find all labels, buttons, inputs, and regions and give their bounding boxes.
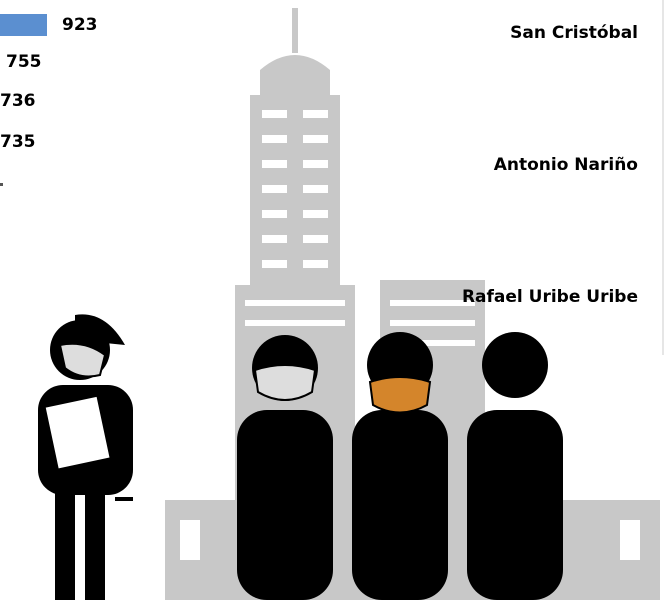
- district-label: San Cristóbal: [510, 23, 638, 43]
- bar: [0, 14, 47, 36]
- bar-stub: [0, 183, 3, 186]
- value-label: 735: [0, 132, 36, 152]
- infographic: 923 755 736 735 San Cristóbal Antonio Na…: [0, 0, 664, 600]
- value-label: 923: [62, 15, 98, 35]
- district-label: Rafael Uribe Uribe: [462, 287, 638, 307]
- value-label: 736: [0, 91, 36, 111]
- people: [38, 314, 563, 600]
- value-label: 755: [6, 52, 42, 72]
- district-label: Antonio Nariño: [494, 155, 638, 175]
- page: 923 755 736 735 San Cristóbal Antonio Na…: [0, 0, 664, 600]
